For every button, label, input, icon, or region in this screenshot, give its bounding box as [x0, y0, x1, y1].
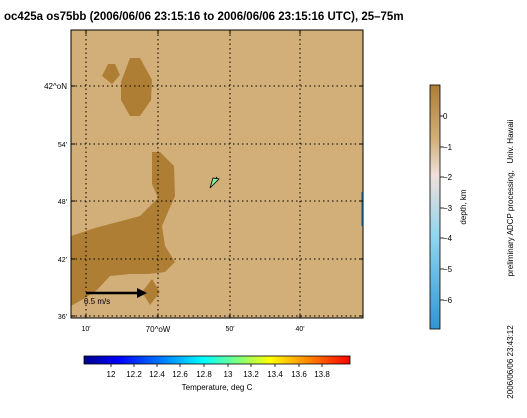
y-tick-label: 36' — [58, 314, 67, 321]
shallow-patch-south — [142, 279, 160, 305]
credit-text: preliminary ADCP processing, Univ. Hawai… — [506, 119, 515, 276]
map-tick-marks — [71, 30, 363, 318]
depth-tick-label: −3 — [443, 204, 453, 213]
depth-colorbar-strip — [429, 84, 441, 330]
map-frame — [70, 29, 364, 319]
edge-sliver — [361, 192, 363, 226]
temperature-tick-label: 12.4 — [149, 370, 165, 379]
depth-tick-label: −2 — [443, 173, 453, 182]
depth-colorbar-label: depth, km — [459, 189, 468, 224]
temperature-tick-label: 13.2 — [243, 370, 259, 379]
y-tick-label: 54' — [58, 142, 67, 149]
y-tick-label: 48' — [58, 199, 67, 206]
y-tick-label: 42^oN — [44, 82, 67, 91]
temperature-tick-label: 13.6 — [291, 370, 307, 379]
chart-title: oc425a os75bb (2006/06/06 23:15:16 to 20… — [4, 11, 404, 23]
x-tick-label: 10' — [81, 326, 90, 333]
temperature-tick-label: 12.6 — [172, 370, 188, 379]
map-grid — [71, 30, 363, 318]
depth-tick-label: 0 — [443, 112, 448, 121]
temperature-tick-label: 13.4 — [267, 370, 283, 379]
temperature-tick-label: 12.2 — [126, 370, 142, 379]
shallow-patch-coast — [71, 152, 175, 306]
temperature-colorbar-strip — [83, 355, 351, 365]
shallow-patch-north-small — [102, 64, 120, 84]
temperature-tick-label: 13 — [224, 370, 233, 379]
x-tick-label: 50' — [225, 326, 234, 333]
shallow-patch-north — [121, 58, 152, 116]
temperature-tick-label: 13.8 — [314, 370, 330, 379]
scale-arrow — [86, 288, 147, 298]
x-tick-label: 70^oW — [146, 325, 171, 334]
temperature-tick-label: 12 — [107, 370, 116, 379]
temperature-tick-label: 12.8 — [196, 370, 212, 379]
depth-colorbar: 0 −1 −2 −3 −4 −5 −6 depth, km — [429, 84, 468, 330]
depth-tick-label: −4 — [443, 234, 453, 243]
depth-tick-label: −5 — [443, 265, 453, 274]
depth-tick-label: −6 — [443, 296, 453, 305]
depth-tick-label: −1 — [443, 143, 453, 152]
velocity-vector — [209, 176, 220, 189]
x-tick-label: 40' — [295, 326, 304, 333]
temperature-colorbar: 12 12.2 12.4 12.6 12.8 13 13.2 13.4 13.6… — [83, 355, 351, 392]
scale-arrow-label: 0.5 m/s — [84, 297, 110, 306]
timestamp-text: 2006/06/06 23:43:12 — [506, 325, 515, 399]
temperature-colorbar-label: Temperature, deg C — [182, 383, 253, 392]
map-panel: 42^oN 54' 48' 42' 36' 10' 70^oW 50' 40' … — [44, 29, 364, 334]
y-tick-label: 42' — [58, 257, 67, 264]
